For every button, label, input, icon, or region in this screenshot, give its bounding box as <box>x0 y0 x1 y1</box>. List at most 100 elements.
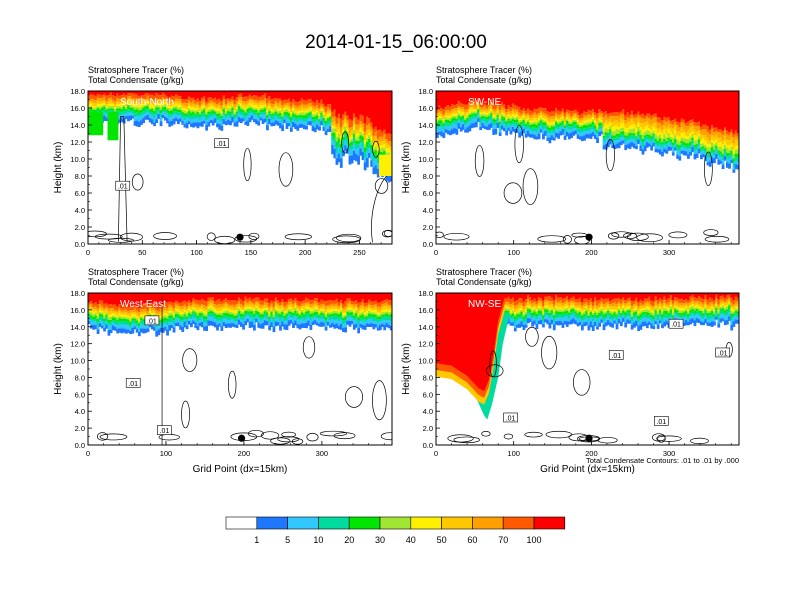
tracer-cell <box>305 318 308 323</box>
tracer-cell <box>311 116 315 119</box>
tracer-cell <box>94 91 98 96</box>
tracer-cell <box>385 322 389 328</box>
tracer-cell <box>131 317 135 319</box>
tracer-cell <box>376 327 380 331</box>
tracer-cell <box>444 91 448 107</box>
tracer-cell <box>723 145 727 149</box>
tracer-cell <box>500 106 504 110</box>
tracer-cell <box>376 168 380 178</box>
tracer-cell <box>448 106 452 111</box>
tracer-cell <box>222 313 226 316</box>
tracer-cell <box>296 316 300 320</box>
tracer-cell <box>518 91 522 108</box>
tracer-cell <box>90 300 93 304</box>
tracer-cell <box>279 123 282 129</box>
tracer-cell <box>103 313 106 316</box>
tracer-cell <box>148 91 152 95</box>
tracer-cell <box>233 310 237 314</box>
tracer-cell <box>255 310 258 314</box>
tracer-cell <box>734 153 738 157</box>
tracer-cell <box>470 116 474 119</box>
tracer-cell <box>387 324 391 329</box>
tracer-cell <box>150 107 154 110</box>
tracer-cell <box>246 306 250 309</box>
tracer-cell <box>438 110 441 113</box>
tracer-cell <box>602 135 606 139</box>
tracer-cell <box>436 117 439 120</box>
tracer-cell <box>598 131 602 137</box>
tracer-cell <box>370 145 374 149</box>
tracer-cell <box>190 102 193 106</box>
tracer-cell <box>140 101 143 106</box>
tracer-cell <box>185 319 189 323</box>
tracer-cell <box>378 306 382 310</box>
tracer-cell <box>717 159 721 165</box>
tracer-cell <box>648 113 651 118</box>
tracer-cell <box>216 312 219 315</box>
tracer-cell <box>587 124 591 128</box>
tracer-cell <box>438 123 441 128</box>
tracer-cell <box>498 132 502 136</box>
tracer-cell <box>146 111 150 115</box>
tracer-cell <box>161 304 165 308</box>
tracer-cell <box>376 314 380 317</box>
tracer-cell <box>693 129 697 136</box>
tracer-cell <box>259 317 263 321</box>
tracer-cell <box>248 313 252 318</box>
tracer-cell <box>555 115 558 118</box>
tracer-cell <box>294 117 298 121</box>
tracer-cell <box>542 125 545 130</box>
tracer-cell <box>133 312 137 315</box>
tracer-cell <box>181 293 185 302</box>
tracer-cell <box>710 128 714 136</box>
tracer-cell <box>192 313 195 318</box>
tracer-cell <box>155 305 159 311</box>
tracer-cell <box>179 311 182 314</box>
tracer-cell <box>455 108 459 112</box>
tracer-cell <box>203 322 206 327</box>
tracer-cell <box>324 116 328 119</box>
tracer-cell <box>524 314 528 318</box>
tracer-cell <box>561 91 565 109</box>
tracer-cell <box>105 317 109 322</box>
tracer-cell <box>198 311 202 313</box>
tracer-cell <box>378 319 382 322</box>
tracer-cell <box>368 319 371 324</box>
tracer-cell <box>111 293 115 305</box>
tracer-cell <box>598 129 602 132</box>
tracer-cell <box>266 318 269 322</box>
condensate-contour <box>234 235 258 243</box>
tracer-cell <box>190 123 193 127</box>
tracer-cell <box>248 303 252 307</box>
tracer-cell <box>611 112 615 117</box>
tracer-cell <box>333 319 337 325</box>
tracer-cell <box>609 119 612 123</box>
tracer-cell <box>663 91 667 117</box>
tracer-cell <box>196 315 200 319</box>
tracer-cell <box>213 107 217 111</box>
tracer-cell <box>520 309 524 312</box>
tracer-cell <box>661 129 664 134</box>
tracer-cell <box>131 98 135 101</box>
tracer-cell <box>248 94 252 99</box>
tracer-cell <box>383 134 387 140</box>
tracer-cell <box>503 110 506 114</box>
tracer-cell <box>120 293 124 308</box>
tracer-cell <box>457 117 461 120</box>
tracer-cell <box>604 135 608 140</box>
tracer-cell <box>557 120 560 122</box>
tracer-cell <box>561 124 565 127</box>
tracer-cell <box>116 91 119 94</box>
tracer-cell <box>500 109 504 113</box>
tracer-cell <box>159 95 163 100</box>
tracer-cell <box>263 91 267 94</box>
tracer-cell <box>626 135 630 138</box>
tracer-cell <box>368 313 371 317</box>
tracer-cell <box>142 317 146 320</box>
tracer-cell <box>561 116 565 120</box>
tracer-cell <box>622 122 625 129</box>
tracer-cell <box>124 99 128 103</box>
tracer-cell <box>643 135 647 138</box>
tracer-cell <box>133 326 137 330</box>
